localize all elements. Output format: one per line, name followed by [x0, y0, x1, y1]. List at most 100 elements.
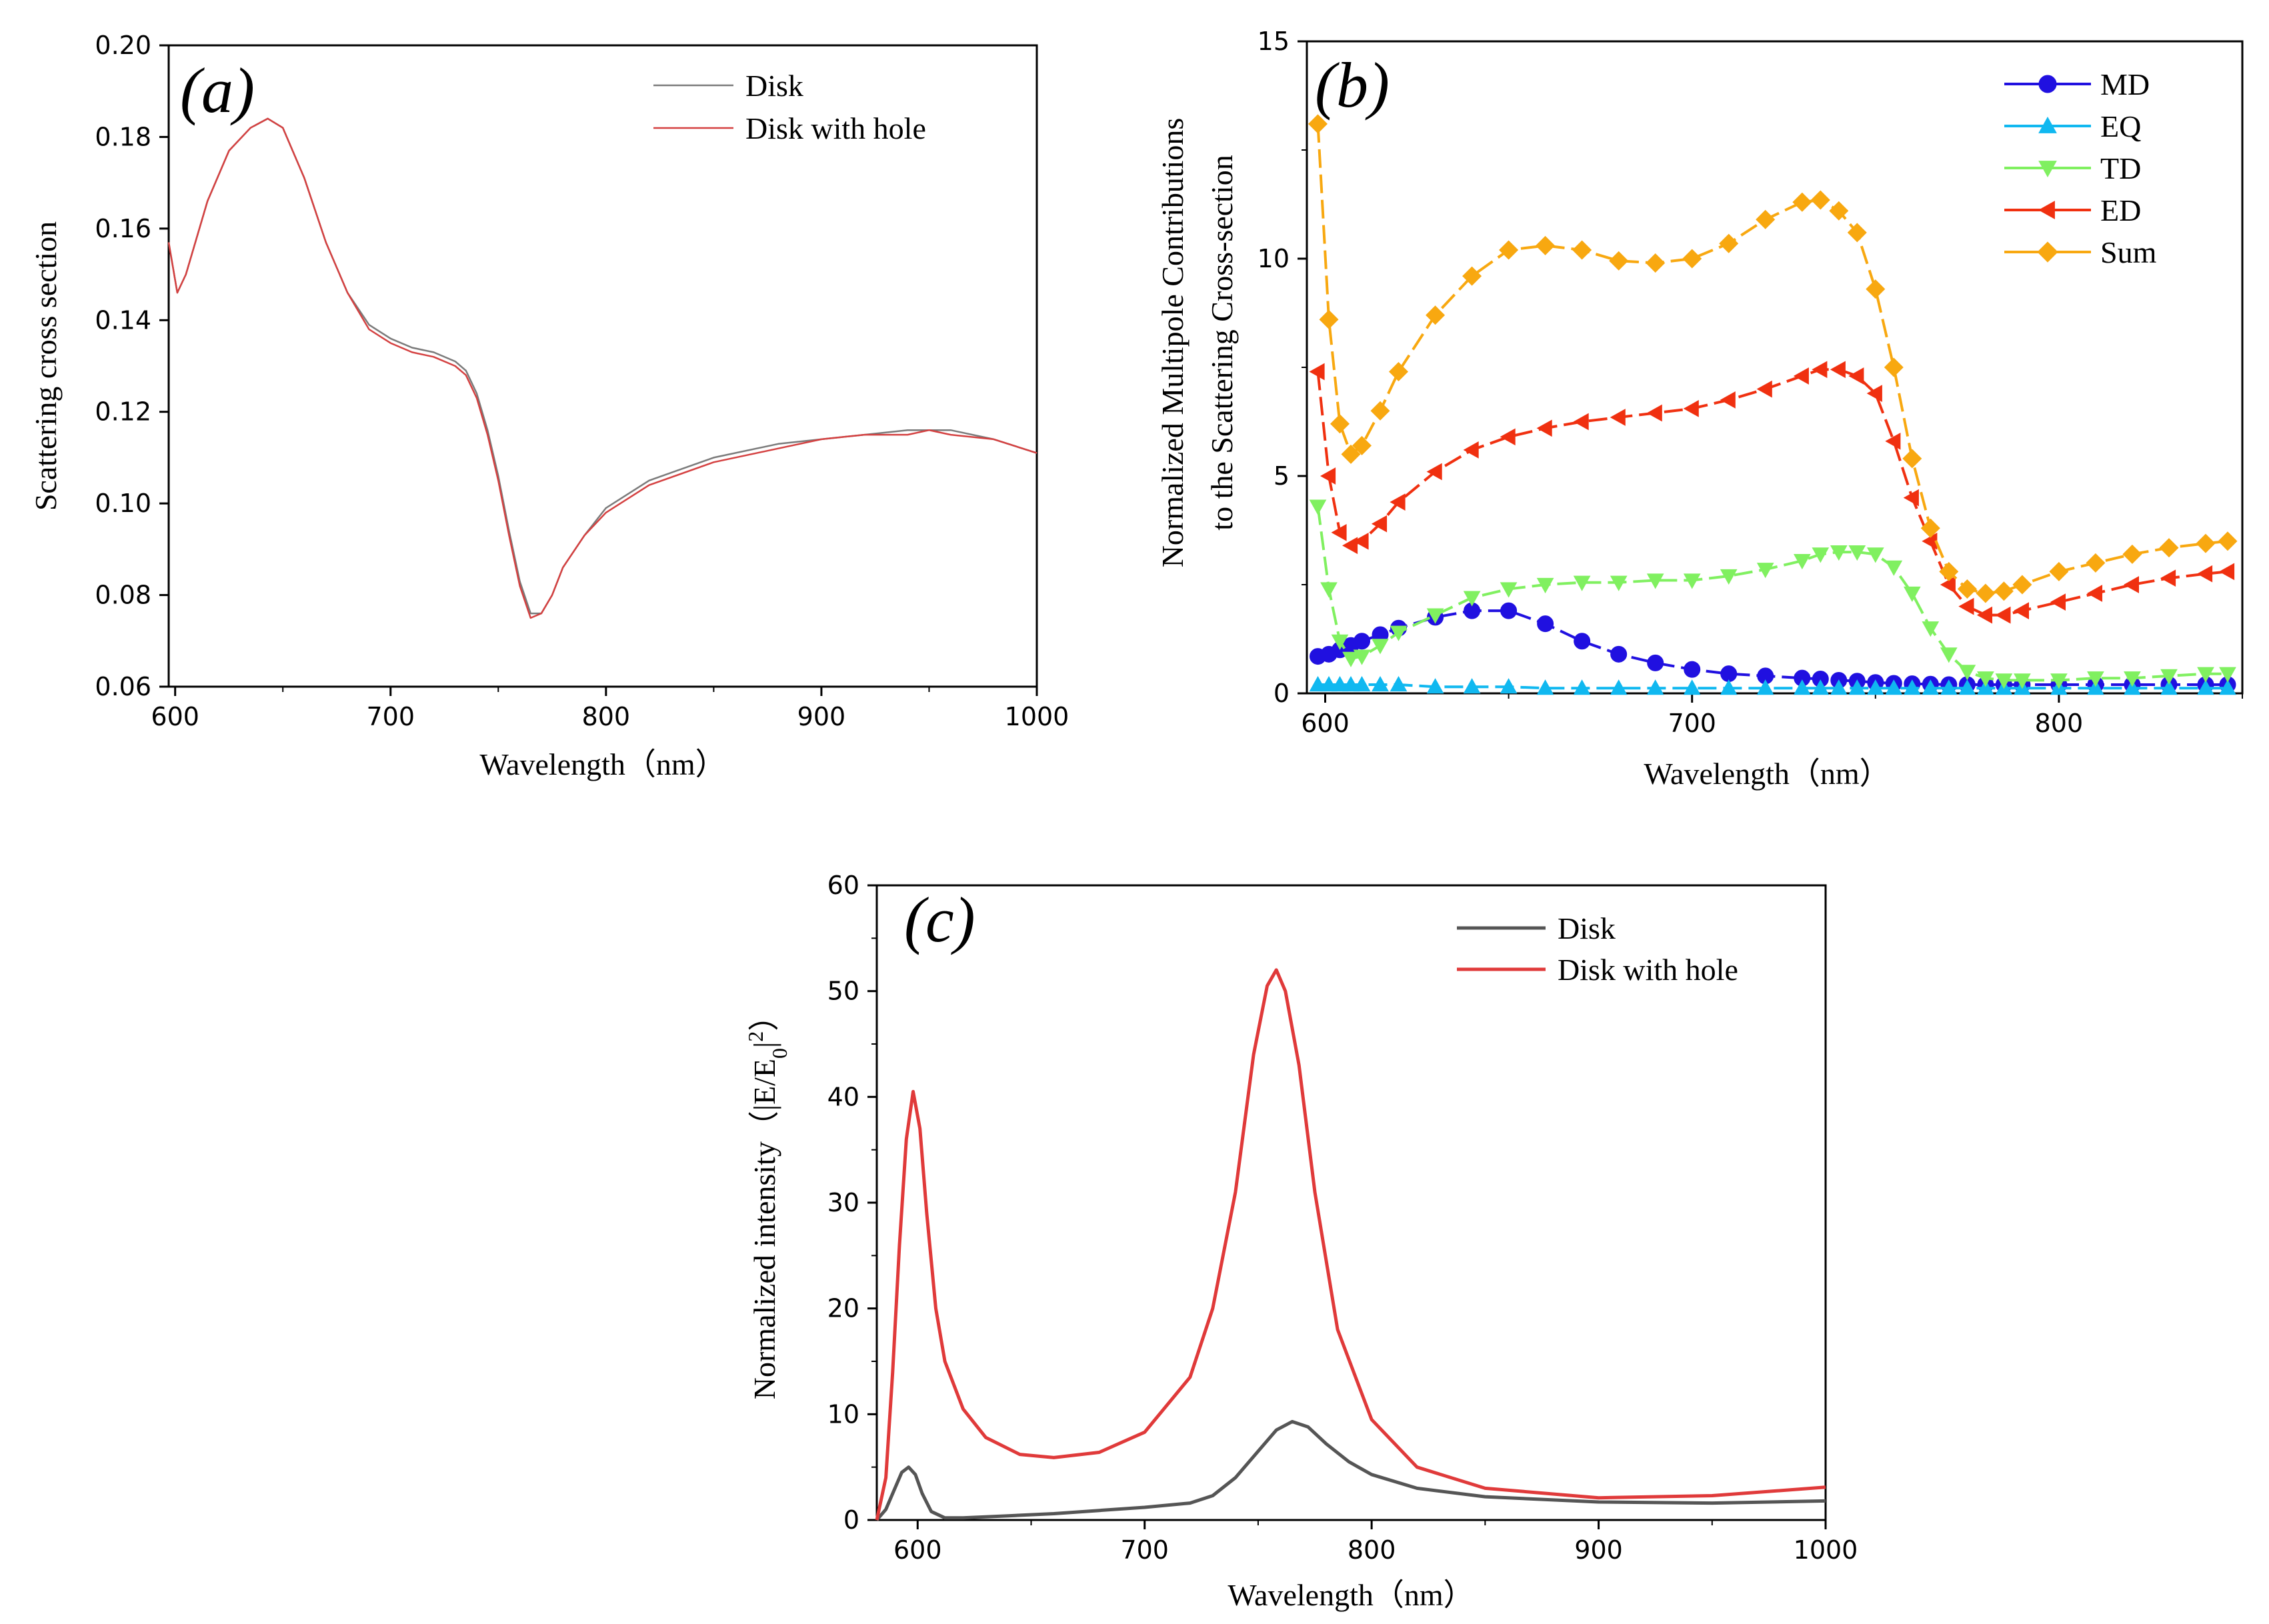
panel-a-y-tick-label: 0.06 [95, 672, 151, 701]
panel-b-sum-marker [1388, 361, 1409, 382]
panel-b-ed-marker [1903, 489, 1919, 507]
panel-b-td-marker [1848, 545, 1866, 561]
panel-b-sum-marker [1682, 249, 1702, 269]
panel-b-eq-marker [1610, 679, 1628, 695]
panel-b-md-marker [1354, 633, 1371, 650]
panel-b-ed-marker [1342, 537, 1358, 555]
panel-b-ed-marker [2123, 576, 2139, 593]
panel-b-td-marker [1390, 625, 1408, 641]
panel-b-eq-marker [1720, 679, 1738, 695]
panel-b-ed-marker [1683, 400, 1699, 417]
panel-b-y-axis-title-line1: Normalized Multipole Contributions [1156, 118, 1190, 568]
panel-b-td-marker [2087, 671, 2104, 687]
panel-b-eq-marker [1812, 679, 1830, 695]
panel-b-eq-marker [1830, 679, 1848, 695]
panel-b-td-marker [1922, 621, 1940, 637]
panel-c-y-tick-label: 30 [827, 1188, 859, 1217]
panel-b-ed-marker [1371, 515, 1388, 533]
panel-b-ed-marker [1426, 463, 1442, 481]
panel-c-series-disk-with-hole [875, 968, 1826, 1521]
panel-b-sum-marker [1499, 240, 1519, 260]
panel-a-y-tick-label: 0.14 [95, 305, 151, 335]
panel-b-ed-marker [1353, 532, 1369, 550]
panel-c-y-axis-title-close: ） [747, 1001, 781, 1031]
panel-b-td-marker [2219, 667, 2236, 683]
panel-b-md-marker [1537, 615, 1554, 633]
panel-b-md-marker [1684, 661, 1701, 678]
panel-b-td-marker [1940, 647, 1958, 663]
panel-b-ed-marker [1848, 367, 1864, 385]
panel-b-td-marker [1536, 577, 1554, 594]
panel-b-sum-marker [1646, 253, 1666, 273]
panel-b-ed-marker [1793, 367, 1809, 385]
panel-b-eq-marker [1573, 679, 1591, 695]
panel-c-y-axis-title: Normalized intensity（|E/E0|2） [743, 1001, 791, 1399]
panel-b-ed-marker [1500, 428, 1516, 446]
panel-b-sum-marker [1976, 583, 1996, 603]
panel-b-td-marker [1683, 573, 1701, 589]
panel-b-md-marker [1500, 602, 1518, 619]
panel-c-y-tick-label: 40 [827, 1082, 859, 1111]
panel-b-eq-marker [1353, 675, 1371, 692]
panel-c-x-tick-label: 900 [1574, 1535, 1623, 1565]
panel-b-eq-marker [1848, 679, 1866, 695]
panel-a-legend-label-disk: Disk [745, 69, 803, 103]
panel-b-x-tick-label: 800 [2035, 709, 2084, 738]
panel-b-sum-marker [1920, 518, 1940, 538]
panel-b-sum-marker [2086, 553, 2106, 573]
panel-b-sum-marker [1866, 279, 1886, 299]
panel-b-td-marker [2197, 667, 2214, 683]
panel-a-label: (a) [180, 55, 255, 126]
panel-a-series-disk-with-hole [167, 117, 1037, 619]
panel-b-eq-marker [1390, 675, 1408, 692]
panel-b-td-marker [1646, 573, 1664, 589]
panel-b-sum-marker [1902, 449, 1922, 469]
panel-b-ed-marker [1309, 363, 1325, 381]
panel-b-ed-marker [1885, 432, 1901, 450]
panel-b-x-tick-label: 600 [1301, 709, 1350, 738]
panel-b-x-axis-title: Wavelength（nm） [1644, 757, 1890, 791]
panel-b-eq-marker [1320, 675, 1338, 692]
panel-c-label: (c) [904, 884, 975, 955]
panel-b-ed-marker [1610, 409, 1626, 426]
panel-a-plot-frame [167, 44, 1038, 688]
panel-c-y-axis-title-main: Normalized intensity（|E/E [747, 1059, 781, 1399]
panel-b-ed-marker [1812, 361, 1828, 379]
panel-b-eq-marker [1958, 679, 1976, 695]
panel-c-x-tick-label: 600 [893, 1535, 942, 1565]
panel-b-eq-marker [1536, 679, 1554, 695]
panel-a-series-disk [167, 117, 1037, 615]
panel-b-eq-marker [1756, 679, 1774, 695]
panel-c-y-tick-label: 0 [843, 1505, 859, 1535]
panel-a-x-tick-label: 1000 [1005, 702, 1069, 731]
panel-b-td-marker [1793, 554, 1811, 570]
panel-b-ed-marker [2050, 593, 2066, 611]
panel-b-eq-marker [1885, 679, 1903, 695]
panel-b-ed-marker [1320, 467, 1336, 485]
panel-c-y-tick-label: 50 [827, 977, 859, 1006]
panel-a-y-tick-label: 0.18 [95, 122, 151, 151]
panel-a-y-axis-title: Scattering cross section [29, 221, 63, 511]
panel-b-ed-marker [1940, 576, 1956, 593]
panel-b-eq-marker [1866, 679, 1884, 695]
panel-b-series-sum-line [1316, 123, 2228, 595]
panel-b-series-ed-line [1316, 368, 2228, 617]
panel-b-eq-marker [1342, 675, 1360, 692]
panel-b-ed-marker [1720, 391, 1736, 409]
panel-b-sum-marker [1884, 357, 1904, 377]
panel-a-x-tick-label: 900 [797, 702, 846, 731]
panel-b-y-tick-label: 15 [1258, 27, 1290, 56]
panel-b-td-marker [1977, 671, 1994, 687]
panel-b-legend-label-ed: ED [2100, 193, 2141, 227]
panel-b-eq-marker [1977, 679, 1994, 695]
panel-b-sum-marker [2049, 561, 2069, 581]
panel-b-md-marker [1720, 665, 1738, 683]
panel-b-ed-marker [2196, 565, 2213, 583]
panel-b-td-marker [1903, 586, 1921, 603]
panel-b-legend-marker-eq [2038, 116, 2057, 133]
panel-c-y-axis-title-sup: 2 [743, 1031, 767, 1042]
panel-b-ed-marker [2218, 563, 2235, 581]
panel-b-ed-marker [1976, 606, 1992, 624]
panel-b-eq-marker [1940, 679, 1958, 695]
